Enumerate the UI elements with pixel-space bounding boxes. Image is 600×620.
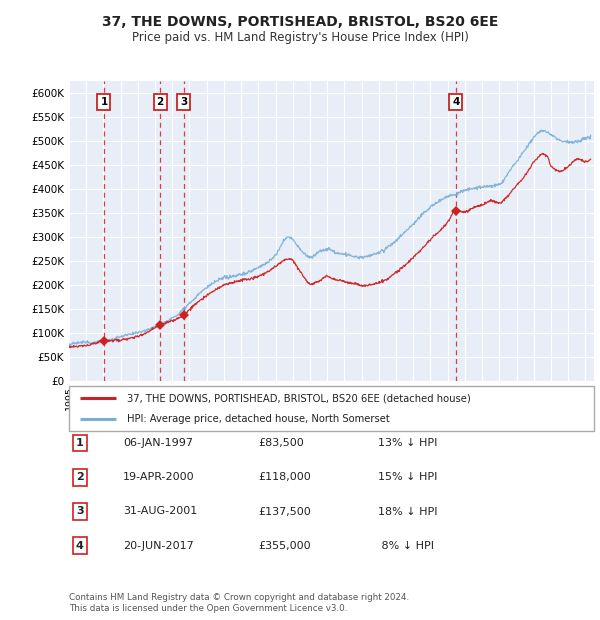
Text: 4: 4 xyxy=(452,97,460,107)
Text: 4: 4 xyxy=(76,541,84,551)
Text: £137,500: £137,500 xyxy=(258,507,311,516)
Text: HPI: Average price, detached house, North Somerset: HPI: Average price, detached house, Nort… xyxy=(127,414,389,424)
Text: 06-JAN-1997: 06-JAN-1997 xyxy=(123,438,193,448)
Text: 2: 2 xyxy=(76,472,83,482)
Text: 20-JUN-2017: 20-JUN-2017 xyxy=(123,541,194,551)
Text: £355,000: £355,000 xyxy=(258,541,311,551)
Text: 8% ↓ HPI: 8% ↓ HPI xyxy=(378,541,434,551)
Text: £83,500: £83,500 xyxy=(258,438,304,448)
Text: Contains HM Land Registry data © Crown copyright and database right 2024.
This d: Contains HM Land Registry data © Crown c… xyxy=(69,593,409,613)
Text: 1: 1 xyxy=(100,97,107,107)
Text: 37, THE DOWNS, PORTISHEAD, BRISTOL, BS20 6EE: 37, THE DOWNS, PORTISHEAD, BRISTOL, BS20… xyxy=(102,15,498,29)
Text: 3: 3 xyxy=(180,97,187,107)
Text: 15% ↓ HPI: 15% ↓ HPI xyxy=(378,472,437,482)
Text: Price paid vs. HM Land Registry's House Price Index (HPI): Price paid vs. HM Land Registry's House … xyxy=(131,31,469,43)
FancyBboxPatch shape xyxy=(69,386,594,431)
Text: 19-APR-2000: 19-APR-2000 xyxy=(123,472,194,482)
Text: 18% ↓ HPI: 18% ↓ HPI xyxy=(378,507,437,516)
Text: 1: 1 xyxy=(76,438,83,448)
Text: 2: 2 xyxy=(157,97,164,107)
Text: 31-AUG-2001: 31-AUG-2001 xyxy=(123,507,197,516)
Text: £118,000: £118,000 xyxy=(258,472,311,482)
Text: 13% ↓ HPI: 13% ↓ HPI xyxy=(378,438,437,448)
Text: 37, THE DOWNS, PORTISHEAD, BRISTOL, BS20 6EE (detached house): 37, THE DOWNS, PORTISHEAD, BRISTOL, BS20… xyxy=(127,393,470,404)
Text: 3: 3 xyxy=(76,507,83,516)
